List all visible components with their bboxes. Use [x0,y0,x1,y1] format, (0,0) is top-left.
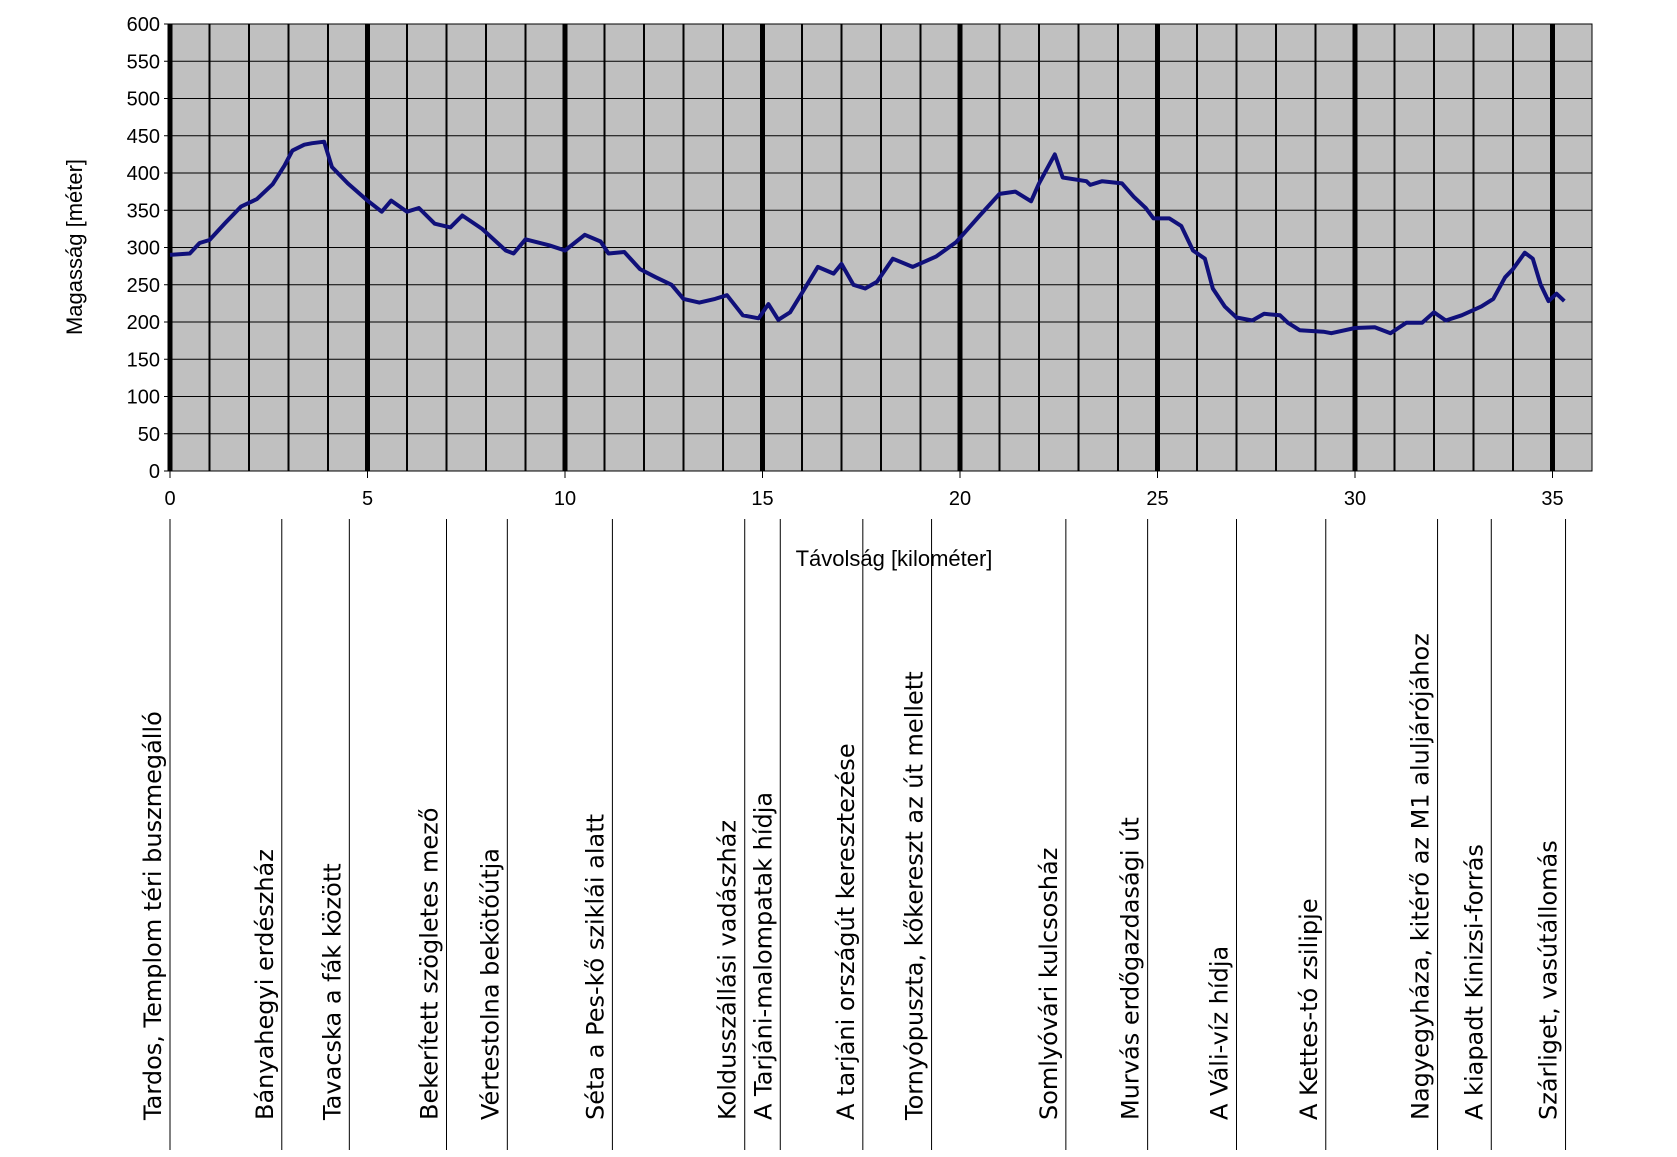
waypoint-label: A Tarjáni-malompatak hídja [749,792,777,1120]
x-tick-label: 15 [751,488,773,510]
y-tick-label: 450 [127,126,160,148]
y-tick-label: 400 [127,163,160,185]
y-tick-label: 250 [127,275,160,297]
waypoint-label: Séta a Pes-kő sziklái alatt [581,814,609,1120]
x-axis-title: Távolság [kilométer] [796,546,993,571]
plot-border [169,23,1593,472]
elevation-line [169,139,1566,336]
waypoint-label: Koldusszállási vadászház [714,820,742,1120]
y-tick-label: 150 [127,349,160,371]
x-tick-label: 0 [164,488,175,510]
waypoint-label: Tornyópuszta, kőkereszt az út mellett [901,671,929,1121]
waypoint-label: Bekerített szögletes mező [416,808,444,1120]
y-tick-label: 600 [127,14,160,36]
waypoint-label: Somlyóvári kulcsosház [1035,848,1063,1120]
waypoint-label: A Váli-víz hídja [1206,946,1234,1120]
waypoint-label: Tardos, Templom téri buszmegálló [139,711,167,1121]
x-tick-label: 25 [1146,488,1168,510]
x-tick-label: 5 [362,488,373,510]
waypoint-label: Murvás erdőgazdasági út [1117,817,1145,1120]
y-tick-label: 50 [138,424,160,446]
waypoint-label: A Kettes-tó zsilipje [1295,898,1323,1120]
y-tick-label: 200 [127,312,160,334]
waypoint-label: Vértestolna bekötőútja [476,848,504,1120]
y-axis-title: Magasság [méter] [62,159,87,335]
x-tick-label: 30 [1344,488,1366,510]
waypoint-label: A tarjáni országút keresztezése [832,743,860,1120]
x-tick-label: 10 [554,488,576,510]
y-tick-label: 300 [127,238,160,260]
waypoint-label: Tavacska a fák között [318,863,346,1121]
y-tick-label: 550 [127,51,160,73]
waypoint-label: Nagyegyháza, kitérő az M1 aluljárójához [1407,633,1435,1120]
y-tick-label: 0 [149,461,160,483]
waypoint-label: Szárliget, vasútállomás [1535,840,1563,1120]
waypoint-label: Bányahegyi erdészház [251,849,279,1120]
y-tick-label: 100 [127,387,160,409]
y-tick-label: 350 [127,200,160,222]
y-tick-label: 500 [127,89,160,111]
waypoint-label: A kiapadt Kinizsi-forrás [1460,844,1488,1120]
x-tick-label: 35 [1541,488,1563,510]
x-tick-label: 20 [949,488,971,510]
